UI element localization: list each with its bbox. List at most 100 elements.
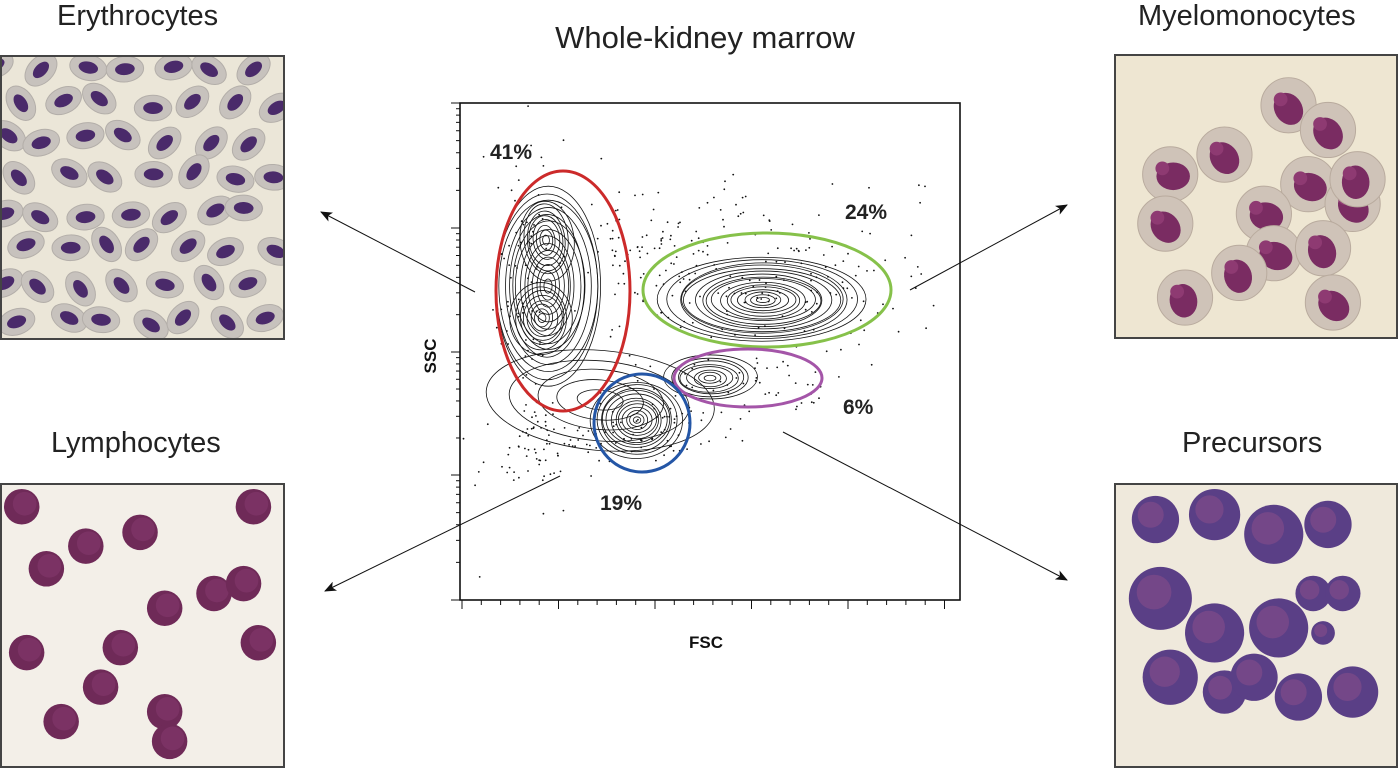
erythrocyte-cell <box>111 201 151 229</box>
erythrocyte-cell <box>87 161 123 193</box>
myelomonocyte-cell <box>1294 220 1352 277</box>
erythrocyte-cell <box>133 94 173 122</box>
erythrocyte-cell <box>175 85 210 119</box>
myelomonocyte-cell <box>1137 195 1194 252</box>
plot-title: Whole-kidney marrow <box>555 20 855 55</box>
erythrocyte-cell <box>151 202 187 234</box>
erythrocyte-cell <box>2 268 24 298</box>
erythrocyte-cell <box>147 126 182 160</box>
lymphocytes-micrograph <box>0 483 285 768</box>
erythrocytes-title: Erythrocytes <box>57 0 219 32</box>
lymphocyte-cell <box>146 694 183 730</box>
erythrocyte-cell <box>91 226 122 263</box>
precursor-cell <box>1185 603 1245 663</box>
erythrocyte-cell <box>197 195 234 226</box>
erythrocyte-cell <box>2 199 24 228</box>
precursor-cell <box>1326 666 1379 718</box>
precursor-cell <box>1295 575 1331 612</box>
erythrocyte-cell <box>133 309 169 338</box>
erythrocyte-cell <box>224 194 263 222</box>
precursor-cell <box>1274 673 1323 721</box>
erythrocyte-cell <box>258 92 283 123</box>
arrow-to-erythrocytes <box>320 211 476 293</box>
erythrocyte-cell <box>166 300 200 335</box>
erythrocyte-cell <box>7 230 45 259</box>
erythrocyte-cell <box>45 86 82 116</box>
myelomonocyte-cell <box>1280 156 1337 213</box>
erythrocyte-cell <box>216 165 255 193</box>
lymphocyte-cell <box>235 488 272 525</box>
myelomonocytes-percent: 24% <box>845 201 887 224</box>
precursor-cell <box>1230 653 1278 701</box>
erythrocyte-cell <box>66 122 105 150</box>
erythrocyte-cell <box>82 82 117 115</box>
myelomonocytes-micrograph <box>1114 54 1398 339</box>
lymphocytes-gate <box>592 372 692 474</box>
erythrocyte-cell <box>246 303 283 333</box>
lymphocytes-percent: 19% <box>600 492 642 515</box>
myelomonocyte-cell <box>1142 146 1199 203</box>
erythrocyte-cell <box>191 57 227 85</box>
precursor-cell <box>1128 566 1192 630</box>
precursor-cell <box>1249 598 1309 658</box>
erythrocyte-cell <box>178 154 210 190</box>
erythrocyte-cell <box>51 303 88 333</box>
erythrocyte-cell <box>81 306 121 334</box>
precursors-percent: 6% <box>843 396 874 419</box>
erythrocyte-cell <box>5 85 37 121</box>
lymphocyte-cell <box>196 575 232 612</box>
erythrocytes-gate <box>494 169 632 413</box>
lymphocyte-cell <box>151 723 188 760</box>
erythrocyte-cell <box>145 271 184 299</box>
axis-ticks <box>451 102 945 609</box>
lymphocyte-cell <box>8 634 45 671</box>
myelomonocyte-cell <box>1304 274 1361 331</box>
erythrocyte-cell <box>134 160 173 188</box>
precursor-cell <box>1311 621 1335 645</box>
erythrocyte-cell <box>207 237 244 267</box>
precursor-cell <box>1325 575 1361 612</box>
erythrocyte-cell <box>219 85 252 120</box>
erythrocyte-cell <box>105 268 138 303</box>
precursors-gate <box>672 347 824 409</box>
arrow-to-myelomonocytes <box>909 204 1068 291</box>
erythrocyte-cell <box>24 57 58 87</box>
y-axis-label: SSC <box>421 339 440 374</box>
precursors-micrograph <box>1114 483 1398 768</box>
myelomonocyte-cell <box>1196 126 1253 183</box>
erythrocyte-cell <box>105 119 141 151</box>
x-axis-label: FSC <box>689 633 723 652</box>
erythrocyte-cell <box>2 57 14 80</box>
erythrocytes-micrograph <box>0 55 285 340</box>
erythrocyte-cell <box>2 161 36 195</box>
erythrocyte-cell <box>2 307 36 336</box>
precursor-cell <box>1188 488 1241 541</box>
erythrocyte-cell <box>22 128 61 157</box>
erythrocyte-cell <box>105 57 145 83</box>
scatter-dots <box>462 105 935 578</box>
arrow-to-precursors <box>782 431 1068 581</box>
lymphocyte-cell <box>240 625 277 661</box>
lymphocyte-cell <box>102 629 139 666</box>
precursor-cell <box>1304 500 1352 549</box>
erythrocyte-cell <box>254 163 283 191</box>
erythrocyte-cell <box>51 234 90 262</box>
lymphocyte-cell <box>82 669 119 705</box>
erythrocyte-cell <box>69 57 108 82</box>
arrow-to-lymphocytes <box>324 475 561 592</box>
myelomonocyte-cell <box>1156 269 1214 326</box>
lymphocyte-cell <box>28 551 65 587</box>
precursor-cell <box>1131 495 1180 544</box>
myelomonocyte-cell <box>1299 101 1357 159</box>
erythrocyte-cell <box>66 203 105 231</box>
erythrocyte-cell <box>124 228 159 262</box>
lymphocytes-title: Lymphocytes <box>51 427 221 459</box>
erythrocyte-cell <box>210 306 244 338</box>
precursors-title: Precursors <box>1182 427 1323 459</box>
lymphocyte-cell <box>122 514 158 551</box>
precursor-cell <box>1244 504 1304 564</box>
precursor-cell <box>1142 649 1198 705</box>
erythrocyte-cell <box>231 128 266 161</box>
myelomonocyte-cell <box>1329 151 1386 208</box>
